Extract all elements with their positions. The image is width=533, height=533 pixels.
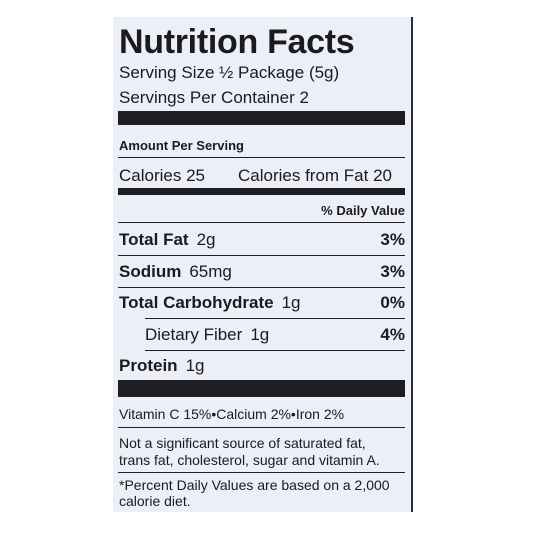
divider xyxy=(118,472,405,473)
nutrient-amount: 65mg xyxy=(189,261,232,281)
vitamins: Vitamin C 15%•Calcium 2%•Iron 2% xyxy=(119,406,345,422)
nutrition-label: Nutrition Facts Serving Size ½ Package (… xyxy=(113,17,413,512)
nutrient-name: Protein xyxy=(119,356,178,375)
nutrient-name: Sodium xyxy=(119,261,182,281)
daily-value: 3% xyxy=(380,230,405,249)
note-line: Not a significant source of saturated fa… xyxy=(119,435,366,451)
title: Nutrition Facts xyxy=(119,23,355,61)
footnote-line: calorie diet. xyxy=(119,493,191,509)
divider xyxy=(118,286,405,288)
daily-value: 4% xyxy=(380,324,405,344)
nutrient-amount: 1g xyxy=(185,356,205,375)
footnote-line: *Percent Daily Values are based on a 2,0… xyxy=(119,477,390,493)
nutrient-amount: 2g xyxy=(196,230,216,249)
amount-per-serving: Amount Per Serving xyxy=(119,138,244,153)
divider xyxy=(118,427,405,428)
calories: Calories 25 xyxy=(119,166,205,185)
divider xyxy=(118,380,405,397)
nutrient-name: Total Carbohydrate xyxy=(119,293,274,312)
serving-size: Serving Size ½ Package (5g) xyxy=(119,63,340,82)
divider xyxy=(118,255,405,256)
daily-value: 3% xyxy=(380,261,405,281)
nutrient-name: Dietary Fiber xyxy=(145,324,243,344)
note-line: trans fat, cholesterol, sugar and vitami… xyxy=(119,452,380,468)
nutrient-amount: 1g xyxy=(281,293,301,312)
servings: Servings Per Container 2 xyxy=(119,88,309,107)
nutrient-amount: 1g xyxy=(250,324,270,344)
daily-value: 0% xyxy=(380,293,405,312)
daily-value-header: % Daily Value xyxy=(321,203,405,218)
divider xyxy=(118,157,405,158)
nutrient-name: Total Fat xyxy=(119,230,189,249)
calories-from-fat: Calories from Fat 20 xyxy=(238,166,392,185)
divider xyxy=(118,188,405,195)
divider xyxy=(118,111,405,125)
divider xyxy=(145,349,405,351)
divider xyxy=(118,222,405,223)
divider xyxy=(145,318,405,319)
